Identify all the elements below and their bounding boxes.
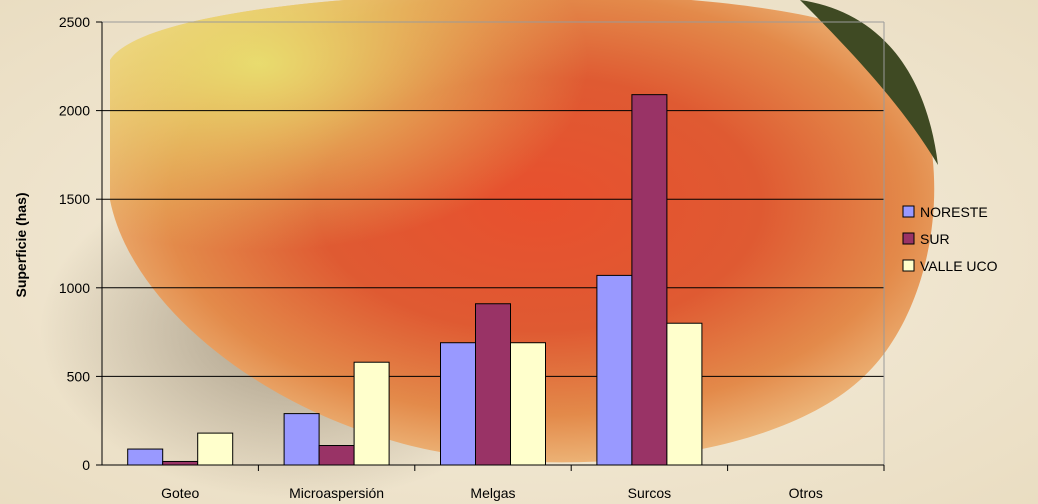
bars — [127, 94, 703, 466]
bar-noreste-0 — [127, 448, 164, 466]
x-tick-label: Goteo — [161, 485, 199, 501]
y-tick-label: 0 — [82, 457, 90, 473]
bar-valle-uco-3 — [666, 322, 703, 466]
bar-noreste-3 — [596, 274, 633, 466]
y-tick-label: 1000 — [59, 280, 90, 296]
x-tick-labels: Goteo Microaspersión Melgas Surcos Otros — [161, 485, 823, 501]
y-tick-label: 2000 — [59, 103, 90, 119]
legend-swatch — [902, 259, 915, 272]
legend-swatch — [902, 205, 915, 218]
legend: NORESTE SUR VALLE UCO — [902, 204, 998, 274]
legend-label: VALLE UCO — [920, 258, 998, 274]
x-tick-label: Melgas — [470, 485, 515, 501]
bar-sur-2 — [475, 303, 511, 466]
bar-sur-1 — [318, 445, 355, 466]
y-tick-label: 2500 — [59, 14, 90, 30]
bar-noreste-1 — [283, 413, 320, 466]
y-tick-label: 500 — [67, 368, 91, 384]
x-tick-label: Otros — [789, 485, 823, 501]
y-axis-label: Superficie (has) — [13, 192, 29, 297]
bar-valle-uco-2 — [510, 342, 546, 466]
bar-sur-0 — [162, 460, 199, 466]
x-tick-label: Microaspersión — [289, 485, 384, 501]
bar-noreste-2 — [440, 342, 476, 466]
bar-valle-uco-1 — [353, 361, 390, 466]
x-tick-label: Surcos — [628, 485, 672, 501]
bar-sur-3 — [631, 94, 668, 466]
legend-swatch — [902, 232, 915, 245]
y-tick-labels: 0 500 1000 1500 2000 2500 — [59, 14, 90, 473]
bar-valle-uco-0 — [197, 432, 234, 466]
legend-label: SUR — [920, 231, 950, 247]
y-tick-label: 1500 — [59, 191, 90, 207]
legend-label: NORESTE — [920, 204, 988, 220]
